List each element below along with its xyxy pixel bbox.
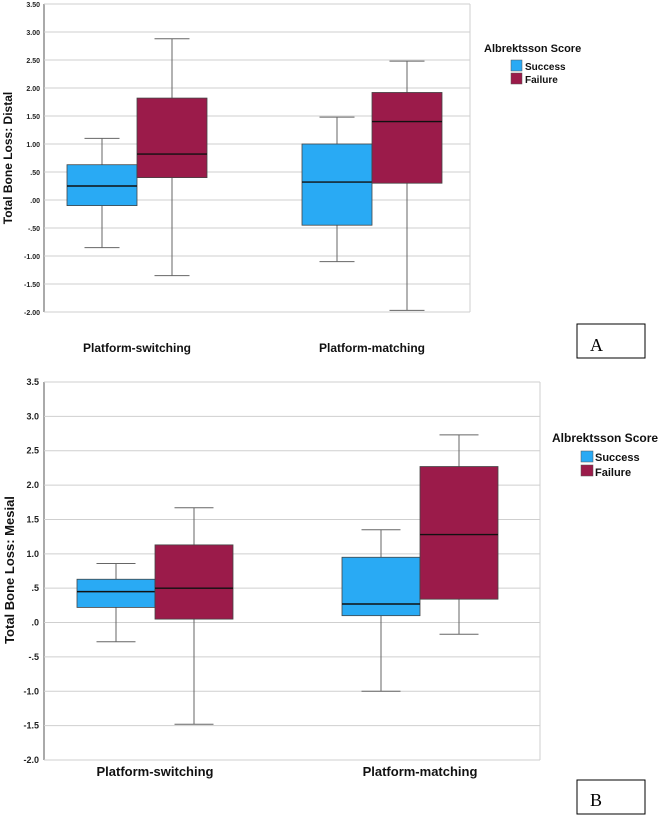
x-category-label: Platform-matching	[319, 341, 425, 355]
legend: Albrektsson Score Success Failure	[484, 43, 581, 86]
y-tick-label: 1.50	[26, 114, 40, 121]
y-tick-label: 1.0	[26, 549, 39, 559]
gridlines	[44, 3, 470, 313]
box-success	[341, 556, 421, 617]
chart-panel-b: -2.0 -1.5 -1.0 -.5 .0 .5 1.0 1.5 2.0 2.5 3.0 3.5 Pl…	[2, 377, 658, 815]
y-tick-label: 2.0	[26, 480, 39, 490]
y-tick-label: -.50	[28, 226, 40, 233]
legend: Albrektsson Score Success Failure	[552, 431, 658, 479]
y-tick-label: 3.5	[26, 377, 39, 387]
y-tick-label: -1.5	[23, 721, 39, 731]
y-tick-labels: -2.0 -1.5 -1.0 -.5 .0 .5 1.0 1.5 2.0 2.5 3.0 3.5	[23, 377, 39, 765]
y-tick-label: .50	[30, 170, 40, 177]
y-tick-labels: -2.00 -1.50 -1.00 -.50 .00 .50 1.00 1.50 2.00 2.5…	[24, 2, 40, 317]
box-failure	[419, 466, 499, 600]
x-category-label: Platform-switching	[96, 764, 213, 779]
boxes	[66, 38, 443, 311]
legend-label-success: Success	[525, 62, 566, 73]
y-axis-label: Total Bone Loss: Mesial	[2, 496, 17, 644]
y-tick-label: -.5	[28, 652, 39, 662]
y-tick-label: -1.0	[23, 686, 39, 696]
y-tick-label: 3.50	[26, 2, 40, 9]
panel-label-box	[576, 779, 646, 815]
chart-panel-a: -2.00 -1.50 -1.00 -.50 .00 .50 1.00 1.50 2.00 2.5…	[1, 2, 646, 359]
y-tick-label: .00	[30, 198, 40, 205]
legend-swatch-success	[580, 450, 594, 463]
y-tick-label: -2.00	[24, 310, 40, 317]
legend-label-failure: Failure	[525, 75, 558, 86]
x-category-label: Platform-switching	[83, 341, 191, 355]
y-tick-label: 2.5	[26, 446, 39, 456]
y-axis-label: Total Bone Loss: Distal	[1, 92, 15, 224]
box-success	[301, 143, 373, 226]
legend-label-failure: Failure	[595, 467, 631, 479]
y-tick-label: -2.0	[23, 755, 39, 765]
y-tick-label: 2.50	[26, 58, 40, 65]
y-tick-label: 1.00	[26, 142, 40, 149]
y-tick-label: .0	[31, 618, 39, 628]
panel-label-box	[576, 323, 646, 359]
box-failure	[154, 544, 234, 620]
legend-title: Albrektsson Score	[552, 431, 658, 445]
y-tick-label: 2.00	[26, 86, 40, 93]
box-failure	[371, 92, 443, 184]
legend-swatch-failure	[510, 72, 523, 85]
y-tick-label: -1.50	[24, 282, 40, 289]
box-success	[66, 164, 138, 207]
legend-swatch-success	[510, 59, 523, 72]
box-success	[76, 578, 156, 608]
y-tick-label: -1.00	[24, 254, 40, 261]
panel-label: B	[590, 790, 602, 810]
legend-label-success: Success	[595, 452, 640, 464]
legend-title: Albrektsson Score	[484, 43, 581, 55]
y-tick-label: 3.0	[26, 411, 39, 421]
boxes	[76, 434, 499, 725]
box-failure	[136, 97, 208, 178]
y-tick-label: .5	[31, 583, 39, 593]
y-tick-label: 1.5	[26, 514, 39, 524]
y-tick-label: 3.00	[26, 30, 40, 37]
x-category-label: Platform-matching	[363, 764, 478, 779]
panel-label: A	[590, 335, 603, 355]
legend-swatch-failure	[580, 464, 594, 477]
